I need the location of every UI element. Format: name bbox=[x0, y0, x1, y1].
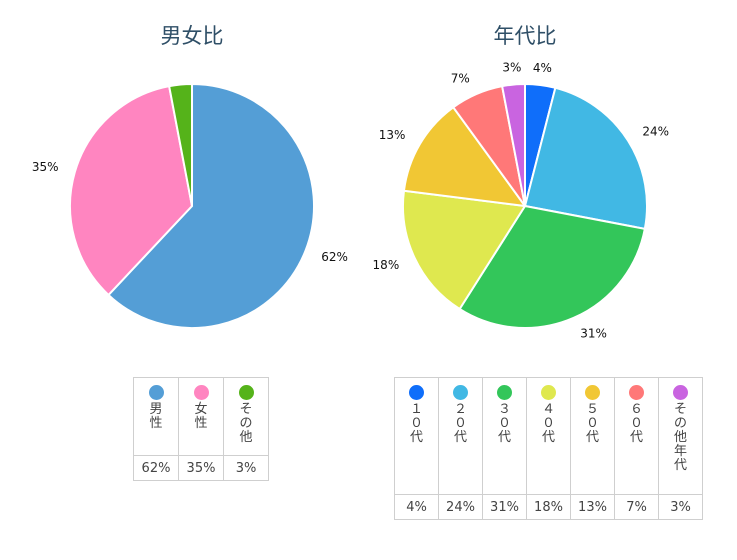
pie-slice bbox=[69, 84, 194, 297]
legend-item: 女性 bbox=[178, 377, 224, 456]
gender-legend-table: 男性 女性 その他 62% 35% 3% bbox=[133, 377, 269, 481]
gender-chart-title: 男女比 bbox=[160, 24, 224, 48]
legend-item: 男性 bbox=[133, 377, 179, 456]
pie-slice bbox=[107, 82, 316, 329]
legend-item: ２０代 bbox=[438, 377, 483, 495]
legend-item: １０代 bbox=[394, 377, 439, 495]
pie-charts-canvas: 62% 35% 4% 24% 31% 18% 13% 7% 3% bbox=[32, 61, 669, 341]
legend-item: ３０代 bbox=[482, 377, 527, 495]
pie-slice bbox=[402, 105, 528, 208]
legend-item: その他 年代 bbox=[658, 377, 703, 495]
legend-label: ３０代 bbox=[497, 402, 511, 445]
legend-value-row: 62% 35% 3% bbox=[133, 455, 269, 481]
legend-label: ６０代 bbox=[629, 402, 643, 445]
legend-value: 24% bbox=[438, 494, 483, 520]
legend-swatch bbox=[673, 385, 688, 400]
legend-item: ４０代 bbox=[526, 377, 571, 495]
age-legend-table: １０代 ２０代 ３０代 ４０代 ５０代 ６０代 その他 年代 4% 24% 31% 18% 13% 7… bbox=[394, 377, 703, 520]
legend-value: 3% bbox=[223, 455, 269, 481]
pie-data-label: 24% bbox=[642, 125, 669, 139]
gender-pie-chart: 62% 35% bbox=[32, 82, 348, 329]
pie-data-label: 31% bbox=[580, 327, 607, 341]
legend-item: ６０代 bbox=[614, 377, 659, 495]
legend-label: １０代 bbox=[409, 402, 423, 445]
pie-slice bbox=[523, 86, 648, 231]
legend-label: その他 bbox=[239, 402, 253, 445]
pie-data-label: 62% bbox=[321, 250, 348, 264]
legend-label: ５０代 bbox=[585, 402, 599, 445]
pie-data-label: 18% bbox=[373, 258, 400, 272]
legend-value: 35% bbox=[178, 455, 224, 481]
legend-label: その他 年代 bbox=[673, 402, 701, 473]
legend-header-row: 男性 女性 その他 bbox=[133, 377, 269, 456]
legend-value: 4% bbox=[394, 494, 439, 520]
legend-label: ４０代 bbox=[541, 402, 555, 445]
pie-data-label: 3% bbox=[502, 61, 521, 75]
legend-label: 女性 bbox=[194, 402, 208, 431]
legend-item: ５０代 bbox=[570, 377, 615, 495]
pie-data-label: 13% bbox=[379, 128, 406, 142]
pie-slice bbox=[402, 189, 527, 311]
pie-data-label: 35% bbox=[32, 160, 59, 174]
legend-swatch bbox=[453, 385, 468, 400]
legend-label: 男性 bbox=[149, 402, 163, 431]
legend-swatch bbox=[541, 385, 556, 400]
legend-label: ２０代 bbox=[453, 402, 467, 445]
legend-value: 7% bbox=[614, 494, 659, 520]
legend-swatch bbox=[148, 385, 164, 400]
legend-swatch bbox=[497, 385, 512, 400]
legend-item: その他 bbox=[223, 377, 269, 456]
legend-swatch bbox=[629, 385, 644, 400]
pie-slice bbox=[500, 82, 526, 207]
legend-swatch bbox=[585, 385, 600, 400]
age-pie-chart: 4% 24% 31% 18% 13% 7% 3% bbox=[373, 61, 669, 341]
legend-swatch bbox=[193, 385, 209, 400]
legend-value: 13% bbox=[570, 494, 615, 520]
legend-value: 62% bbox=[133, 455, 179, 481]
legend-value: 18% bbox=[526, 494, 571, 520]
legend-value: 31% bbox=[482, 494, 527, 520]
pie-slice bbox=[167, 82, 193, 207]
pie-data-label: 7% bbox=[451, 71, 470, 85]
legend-value-row: 4% 24% 31% 18% 13% 7% 3% bbox=[394, 494, 703, 520]
legend-header-row: １０代 ２０代 ３０代 ４０代 ５０代 ６０代 その他 年代 bbox=[394, 377, 703, 495]
pie-data-label: 4% bbox=[533, 61, 552, 75]
legend-swatch bbox=[238, 385, 254, 400]
age-chart-title: 年代比 bbox=[493, 24, 557, 48]
legend-value: 3% bbox=[658, 494, 703, 520]
legend-swatch bbox=[409, 385, 424, 400]
